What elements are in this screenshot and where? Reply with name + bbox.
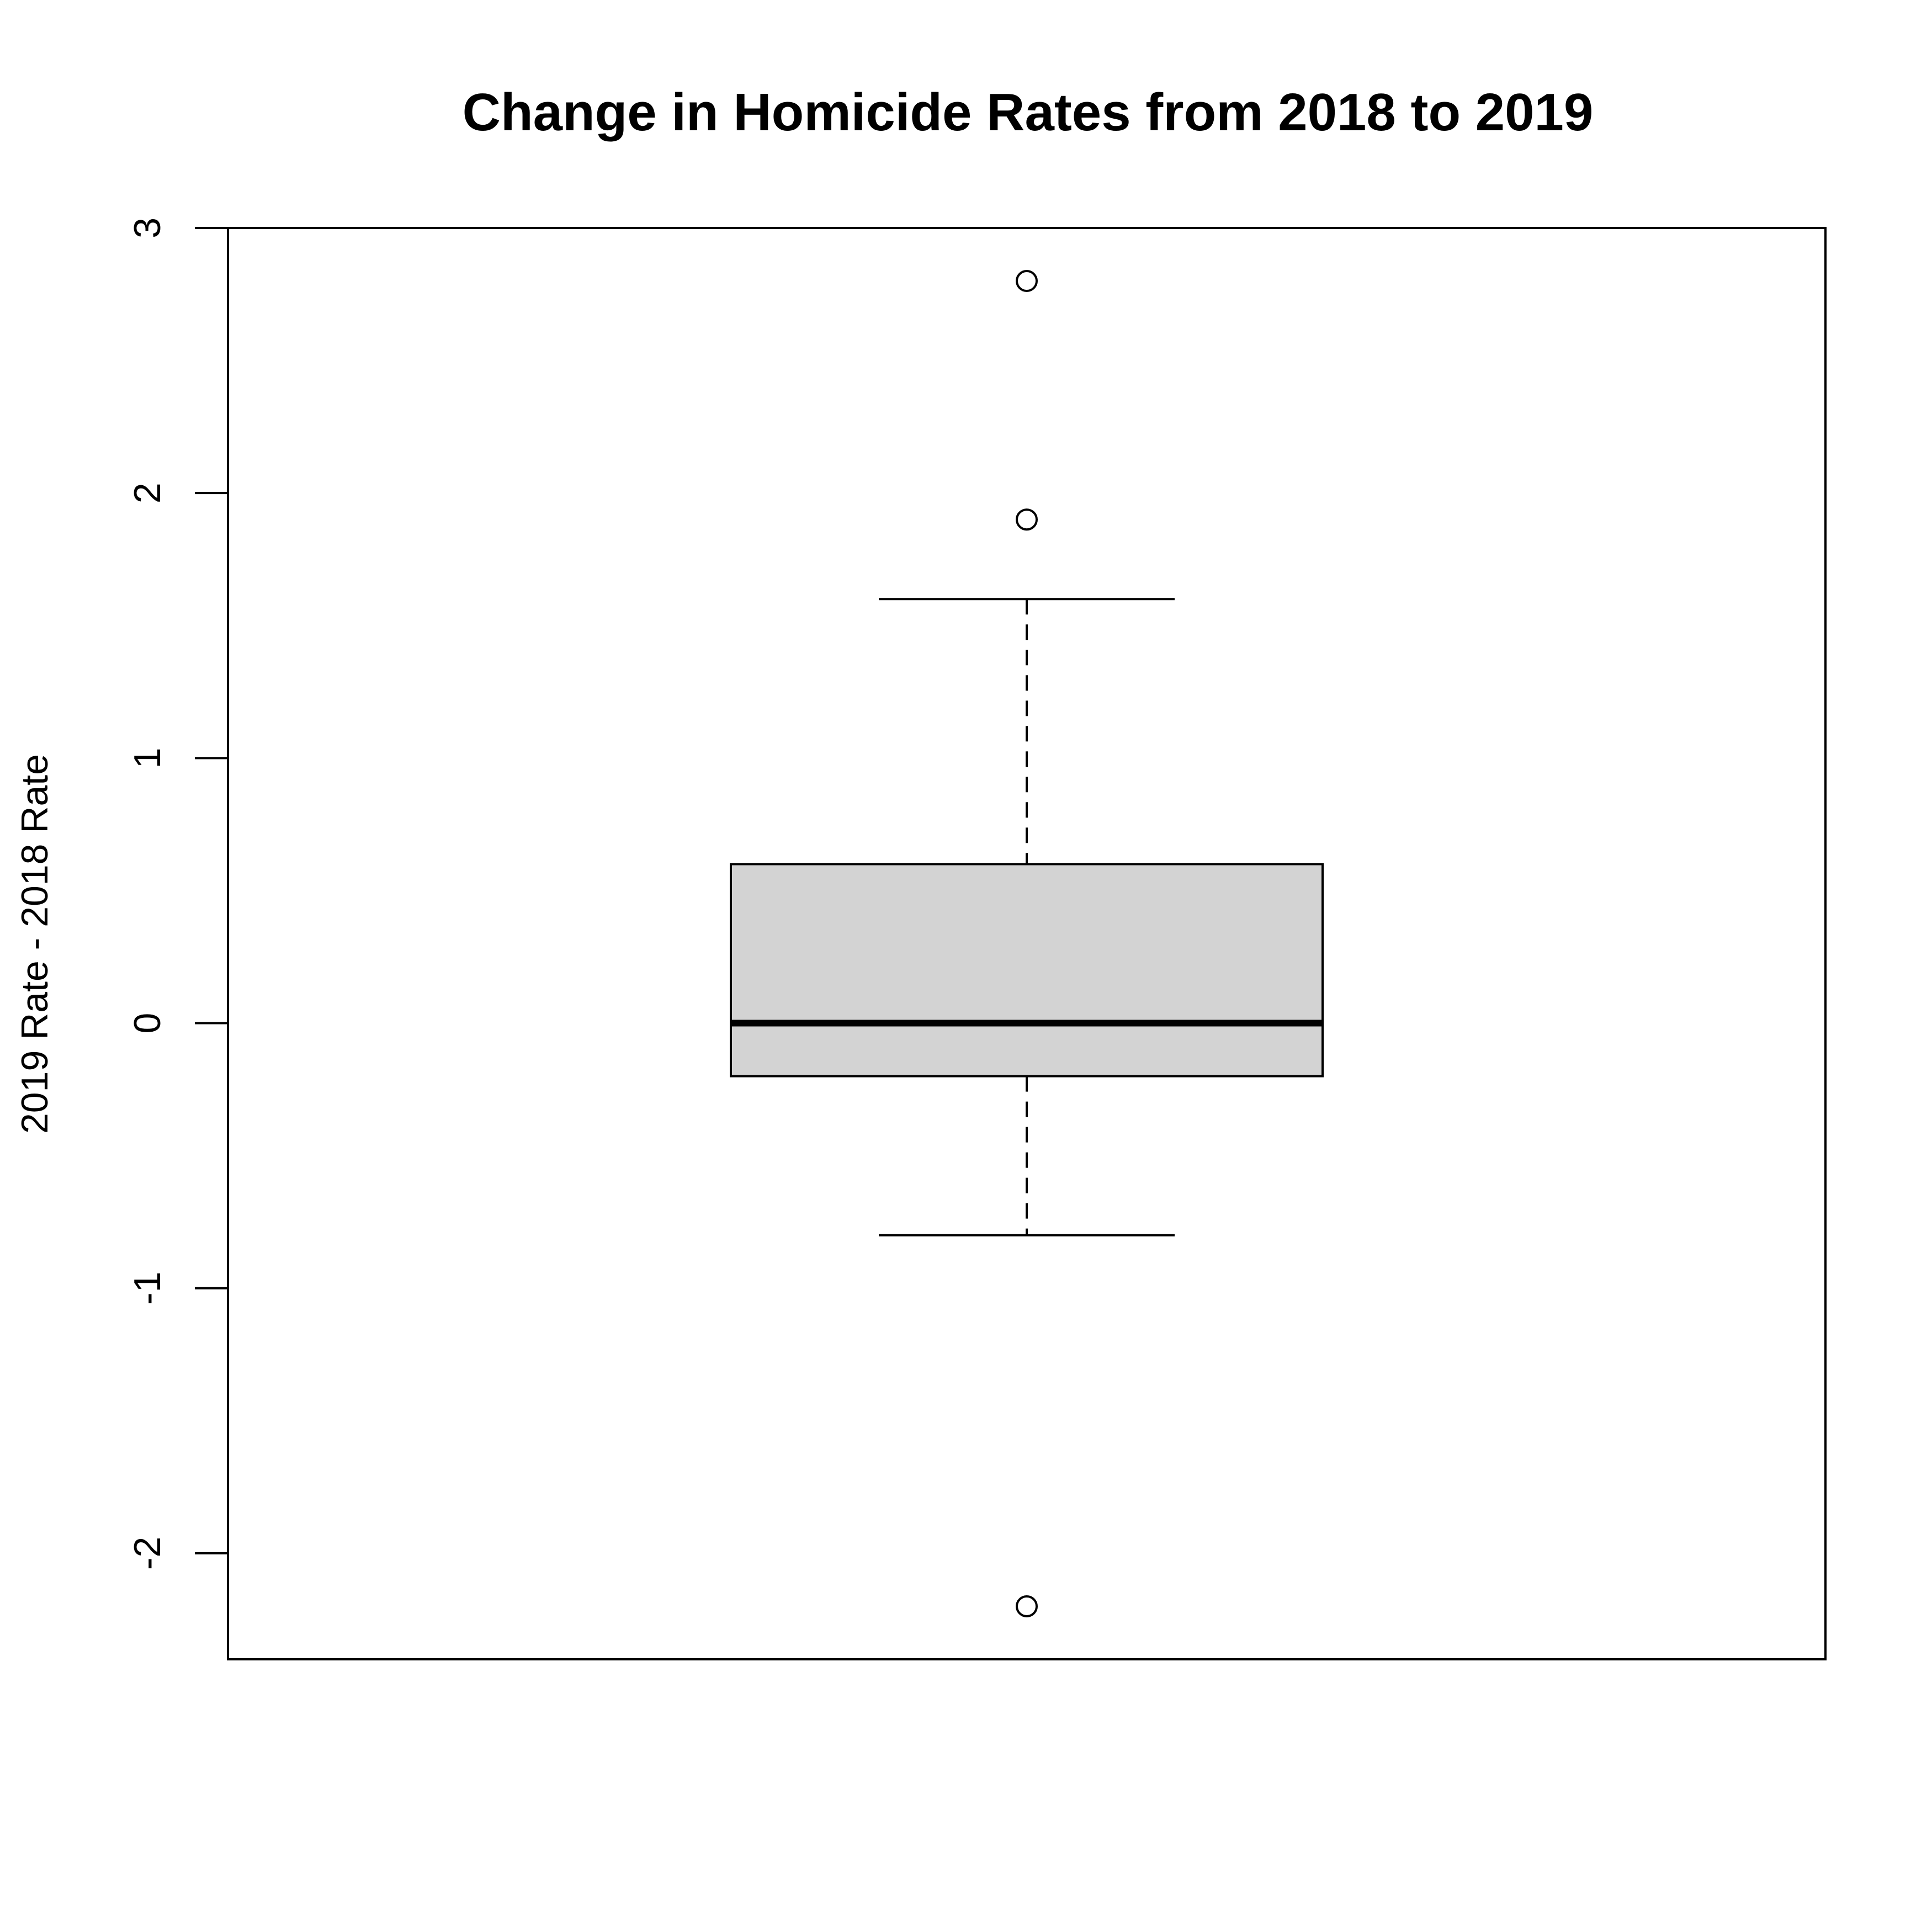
box-series [730,598,1324,1236]
iqr-box [730,863,1324,1078]
y-tick-label: -1 [126,1272,168,1305]
y-tick-label: 1 [126,747,168,768]
outlier-point [1016,1595,1038,1617]
y-tick-label: 0 [126,1013,168,1034]
outlier-point [1016,508,1038,531]
y-axis: -2 -1 0 1 2 3 [126,217,229,1570]
y-tick-label: 3 [126,217,168,238]
chart-title: Change in Homicide Rates from 2018 to 20… [463,83,1594,142]
y-axis-label: 2019 Rate - 2018 Rate [14,754,56,1134]
outlier-series [1016,270,1038,1617]
y-tick-label: 2 [126,482,168,503]
y-tick-label: -2 [126,1537,168,1570]
outlier-point [1016,270,1038,293]
